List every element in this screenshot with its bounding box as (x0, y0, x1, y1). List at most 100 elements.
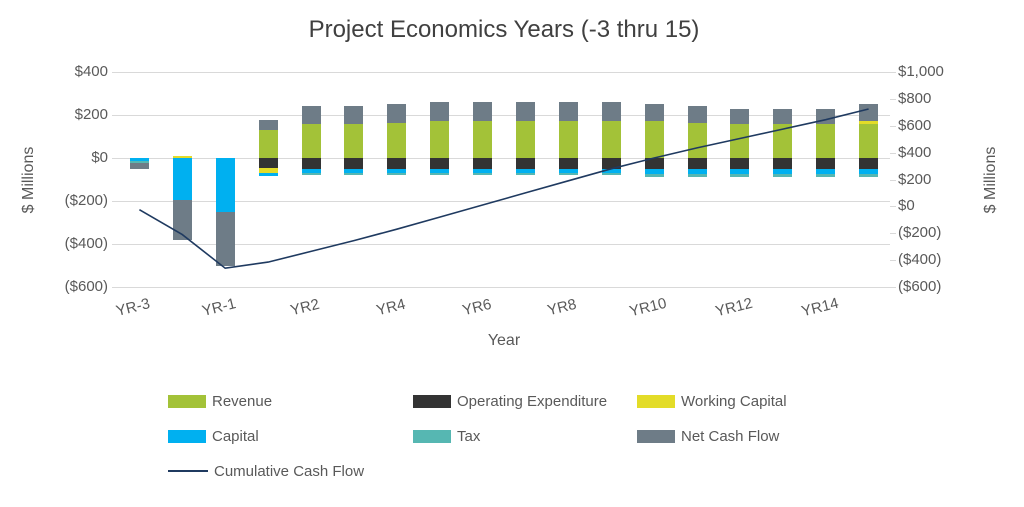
bar-segment (473, 168, 493, 174)
chart-title: Project Economics Years (-3 thru 15) (308, 16, 700, 43)
bar-segment (301, 173, 321, 176)
legend-item-operating-expenditure: Operating Expenditure (413, 390, 637, 412)
legend-item-tax: Tax (413, 425, 637, 447)
legend-item-revenue: Revenue (168, 390, 413, 412)
x-axis-tick-label: YR14 (799, 294, 840, 321)
x-axis-tick-label: YR-3 (114, 295, 153, 320)
right-axis-tick (890, 125, 896, 127)
right-axis-tick-label: $1,000 (898, 63, 944, 80)
right-axis-tick (890, 260, 896, 262)
bar-segment (773, 123, 793, 158)
bar-segment (344, 106, 364, 124)
bar-segment (773, 158, 793, 169)
right-axis-tick-label: $200 (898, 170, 932, 188)
left-axis-tick-label: ($600) (64, 278, 108, 295)
right-axis-tick (890, 72, 896, 73)
left-axis-title: $ Millions (20, 146, 37, 214)
x-axis-tick-label: YR-1 (200, 295, 238, 320)
bar-segment (859, 104, 879, 122)
bar-segment (816, 174, 836, 178)
right-axis-tick-label: $0 (898, 197, 915, 215)
legend-label-revenue: Revenue (212, 392, 273, 410)
right-axis-tick-label: $800 (898, 89, 932, 107)
x-axis-tick-label: YR8 (546, 295, 579, 320)
bar-segment (301, 123, 321, 158)
right-axis-tick-label: ($600) (898, 278, 942, 295)
legend-swatch-capital-icon (168, 429, 206, 443)
legend-label-working-capital: Working Capital (681, 392, 787, 410)
bar-segment (515, 121, 535, 158)
legend-item-cumulative-cash-flow: Cumulative Cash Flow (168, 460, 413, 482)
bar-segment (515, 158, 535, 169)
gridline (118, 244, 890, 245)
left-axis-tick (112, 201, 118, 202)
bar-segment (558, 102, 578, 122)
bar-segment (344, 158, 364, 169)
bar-segment (301, 106, 321, 124)
bar-segment (387, 104, 407, 123)
legend-label-net-cash-flow: Net Cash Flow (681, 427, 780, 445)
bar-segment (301, 158, 321, 169)
right-axis-tick (890, 233, 896, 235)
bar-segment (601, 121, 621, 158)
bar-segment (730, 108, 750, 124)
gridline (118, 287, 890, 288)
gridline (118, 201, 890, 202)
right-axis-tick-label: $400 (898, 143, 932, 161)
bar-segment (387, 173, 407, 176)
bar-segment (859, 123, 879, 158)
x-axis-tick-label: YR4 (374, 295, 407, 320)
left-axis-tick (112, 72, 118, 73)
bar-segment (859, 168, 879, 175)
bar-segment (344, 123, 364, 158)
bar-segment (730, 158, 750, 169)
bar-segment (129, 163, 149, 169)
bar-segment (730, 174, 750, 178)
right-axis-tick-label: ($400) (898, 251, 942, 269)
bar-segment (215, 158, 235, 212)
gridline (118, 115, 890, 116)
bar-segment (387, 122, 407, 158)
bar-segment (859, 121, 879, 124)
bar-segment (301, 168, 321, 174)
bar-segment (344, 173, 364, 176)
bar-segment (430, 121, 450, 158)
left-axis-tick (112, 115, 118, 116)
x-axis-title: Year (487, 332, 521, 349)
legend-item-net-cash-flow: Net Cash Flow (637, 425, 937, 447)
bar-segment (601, 158, 621, 169)
bar-segment (430, 168, 450, 174)
bar-segment (773, 108, 793, 124)
legend-label-capital: Capital (212, 427, 259, 445)
right-axis-tick (890, 98, 896, 100)
bar-segment (558, 121, 578, 158)
bar-segment (644, 158, 664, 169)
bar-segment (430, 158, 450, 169)
legend-swatch-working-capital-icon (637, 394, 675, 408)
bar-segment (215, 211, 235, 266)
bar-segment (859, 174, 879, 178)
bar-segment (430, 173, 450, 176)
legend-swatch-revenue-icon (168, 394, 206, 408)
bar-segment (558, 173, 578, 176)
bar-segment (816, 123, 836, 158)
right-axis-tick (890, 287, 896, 288)
legend-label-cumulative-cash-flow: Cumulative Cash Flow (214, 462, 365, 480)
legend-swatch-operating-expenditure-icon (413, 394, 451, 408)
bar-segment (558, 168, 578, 174)
gridline (118, 72, 890, 73)
bar-segment (558, 158, 578, 169)
bar-segment (387, 158, 407, 169)
bar-segment (172, 155, 192, 158)
bar-segment (687, 168, 707, 175)
left-axis-tick-label: ($400) (64, 235, 108, 252)
bar-segment (430, 102, 450, 122)
x-axis-tick-label: YR6 (460, 295, 493, 320)
bar-segment (644, 121, 664, 158)
bar-segment (473, 102, 493, 122)
left-axis-tick (112, 287, 118, 288)
left-axis-tick-label: $200 (74, 106, 108, 123)
bar-segment (816, 168, 836, 175)
bar-segment (515, 168, 535, 174)
